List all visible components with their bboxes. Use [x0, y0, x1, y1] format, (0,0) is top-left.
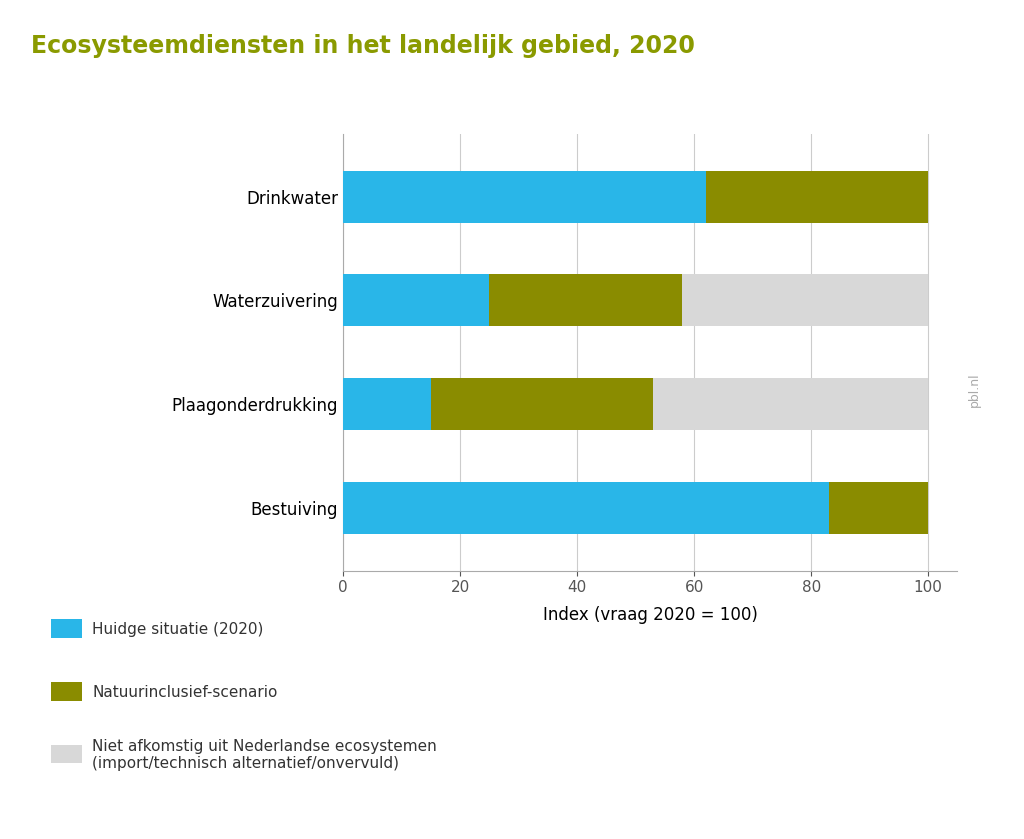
X-axis label: Index (vraag 2020 = 100): Index (vraag 2020 = 100)	[543, 607, 758, 624]
Bar	[431, 378, 653, 430]
Bar	[343, 378, 431, 430]
Text: Natuurinclusief-scenario: Natuurinclusief-scenario	[92, 685, 278, 700]
Bar	[828, 482, 928, 534]
Text: Huidge situatie (2020): Huidge situatie (2020)	[92, 622, 263, 637]
Bar	[682, 274, 928, 326]
Text: Ecosysteemdiensten in het landelijk gebied, 2020: Ecosysteemdiensten in het landelijk gebi…	[31, 34, 694, 58]
Text: pbl.nl: pbl.nl	[969, 373, 981, 408]
Bar	[343, 170, 706, 222]
Bar	[343, 274, 489, 326]
Text: Niet afkomstig uit Nederlandse ecosystemen
(import/technisch alternatief/onvervu: Niet afkomstig uit Nederlandse ecosystem…	[92, 739, 437, 771]
Bar	[653, 378, 928, 430]
Bar	[343, 482, 828, 534]
Bar	[706, 170, 928, 222]
Bar	[489, 274, 682, 326]
